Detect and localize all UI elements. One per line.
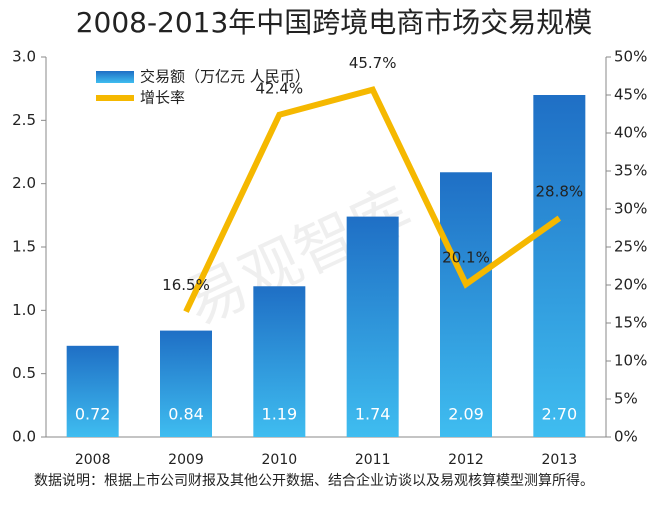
y-tick-label: 1.5: [12, 238, 36, 256]
y-tick-label: 1.0: [12, 301, 36, 319]
footnote: 数据说明：根据上市公司财报及其他公开数据、结合企业访谈以及易观核算模型测算所得。: [34, 473, 594, 489]
y-tick-label: 5%: [614, 390, 638, 408]
bar-value-label: 2.09: [448, 405, 484, 424]
y-tick-label: 2.0: [12, 174, 36, 192]
y-tick-label: 20%: [614, 276, 647, 294]
y-tick-label: 3.0: [12, 48, 36, 66]
y-tick-label: 25%: [614, 238, 647, 256]
y-tick-label: 0%: [614, 428, 638, 446]
legend-swatch: [96, 71, 134, 83]
line: [183, 86, 562, 313]
bar: [253, 286, 306, 437]
y-tick-label: 50%: [614, 48, 647, 66]
bar: [440, 172, 492, 437]
y-tick-label: 30%: [614, 200, 647, 218]
line-value-label: 20.1%: [442, 249, 490, 267]
bar-value-label: 0.72: [75, 405, 111, 424]
bar-value-label: 2.70: [542, 405, 578, 424]
y-tick-label: 0.5: [12, 364, 36, 382]
bar: [160, 330, 212, 437]
x-tick-label: 2008: [75, 452, 111, 468]
legend-label: 增长率: [140, 89, 185, 107]
bar-value-label: 0.84: [168, 405, 204, 424]
line-value-label: 28.8%: [536, 183, 584, 201]
chart-title: 2008-2013年中国跨境电商市场交易规模: [76, 6, 593, 39]
line-value-label: 42.4%: [256, 79, 304, 97]
x-tick-label: 2009: [168, 452, 204, 468]
y-tick-label: 45%: [614, 86, 647, 104]
line-value-label: 16.5%: [162, 276, 210, 294]
legend-label: 交易额（万亿元 人民币）: [140, 68, 310, 86]
bar: [346, 216, 399, 437]
y-tick-label: 40%: [614, 124, 647, 142]
y-tick-label: 35%: [614, 162, 647, 180]
bar-value-label: 1.74: [355, 405, 391, 424]
bar: [66, 345, 119, 437]
x-tick-label: 2011: [355, 452, 391, 468]
x-tick-label: 2013: [542, 452, 578, 468]
bar-value-label: 1.19: [262, 405, 298, 424]
y-tick-label: 10%: [614, 352, 647, 370]
y-tick-label: 2.5: [12, 111, 36, 129]
x-tick-label: 2012: [448, 452, 484, 468]
x-tick-label: 2010: [262, 452, 298, 468]
y-tick-label: 0.0: [12, 428, 36, 446]
line-value-label: 45.7%: [349, 54, 397, 72]
y-tick-label: 15%: [614, 314, 647, 332]
bar: [533, 95, 586, 437]
